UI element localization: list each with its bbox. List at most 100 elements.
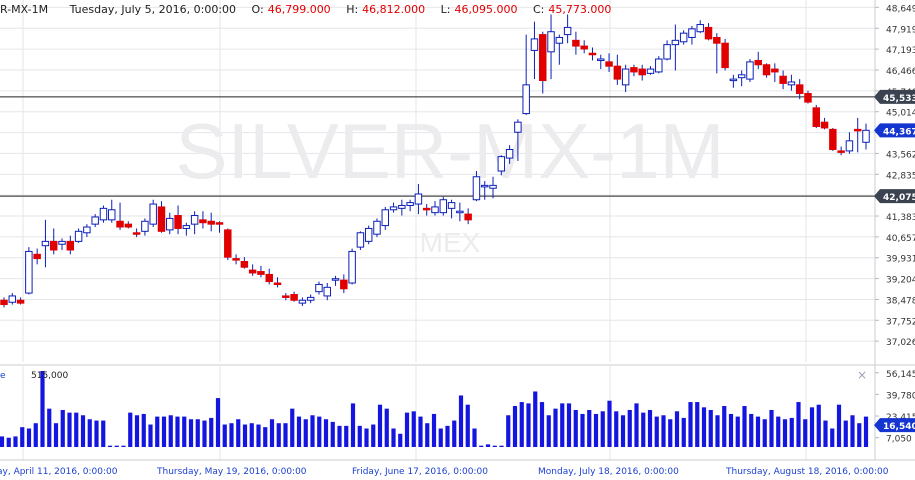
volume-bar <box>519 402 524 447</box>
candle <box>787 74 796 91</box>
candle <box>547 14 555 80</box>
volume-bar <box>6 437 11 447</box>
volume-panel-label: e <box>0 371 6 381</box>
volume-bar <box>161 416 167 447</box>
volume-bar <box>526 403 531 447</box>
close-icon[interactable]: × <box>857 368 868 382</box>
price-tick-label: 40,657 <box>886 234 915 244</box>
volume-bar <box>188 419 194 447</box>
volume-bar <box>452 420 457 447</box>
volume-bar <box>40 370 45 447</box>
candle-body-down <box>240 260 249 268</box>
candle <box>290 291 298 302</box>
candle-body-up <box>621 68 630 86</box>
volume-bar <box>539 402 545 447</box>
date-tick-label: ay, April 11, 2016, 0:00:00 <box>0 467 118 477</box>
candle <box>737 70 746 87</box>
candle-body-up <box>8 295 17 303</box>
candle-body-up <box>25 250 33 294</box>
volume-bar <box>735 416 740 447</box>
price-tick-label: 46,466 <box>886 67 915 77</box>
candle-body-down <box>224 229 232 258</box>
volume-bar <box>647 409 653 447</box>
volume-bar <box>87 419 92 447</box>
volume-bar <box>620 415 626 447</box>
volume-bar <box>296 416 302 447</box>
price-tick-label: 37,752 <box>886 317 915 327</box>
candle <box>530 21 539 80</box>
volume-badge <box>874 418 915 433</box>
candle-body-up <box>480 184 489 188</box>
volume-bar <box>553 408 558 447</box>
volume-bar <box>236 419 241 447</box>
candle-body-up <box>671 39 680 46</box>
candle-body-up <box>99 207 108 221</box>
volume-bar <box>283 423 288 447</box>
candle-body-down <box>721 42 729 69</box>
candle <box>190 211 199 235</box>
date-axis: ay, April 11, 2016, 0:00:00 Thursday, May… <box>0 467 889 477</box>
candle <box>555 34 564 65</box>
candle-body-down <box>207 220 215 225</box>
candle-body-down <box>232 258 240 261</box>
candle <box>829 127 837 151</box>
candle-body-up <box>489 184 497 189</box>
candle-body-down <box>290 294 298 301</box>
price-tick-label: 48,649 <box>886 4 915 14</box>
candle-body-down <box>588 52 597 56</box>
candle <box>91 214 99 228</box>
candle <box>489 176 497 199</box>
volume-bar <box>134 415 140 447</box>
candle <box>49 228 58 255</box>
candle <box>663 40 671 61</box>
candle-body-down <box>422 207 431 211</box>
volume-bar <box>53 423 59 447</box>
candle <box>862 123 870 150</box>
volume-bar <box>600 411 605 447</box>
candle-body-down <box>754 59 762 66</box>
volume-bar <box>330 421 335 447</box>
candle-body-up <box>597 58 605 62</box>
candle-body-down <box>248 269 257 274</box>
candle <box>688 25 696 45</box>
grid-lines <box>0 0 915 461</box>
volume-bar <box>148 424 153 447</box>
candle-body-up <box>323 286 331 297</box>
candle <box>845 132 854 154</box>
volume-bar <box>627 409 632 447</box>
candle-body-up <box>149 203 157 225</box>
volume-bar <box>479 445 484 447</box>
price-tick-label: 43,562 <box>886 150 915 160</box>
candle <box>207 212 215 232</box>
candle <box>630 64 638 77</box>
candle <box>373 218 381 238</box>
candle <box>248 264 257 276</box>
candles <box>0 14 870 308</box>
candle-body-up <box>182 225 191 229</box>
candle <box>348 248 356 285</box>
volume-bar <box>580 413 585 447</box>
candle-body-up <box>74 230 83 242</box>
candle <box>539 31 547 94</box>
volume-bar <box>573 409 578 447</box>
candle <box>580 40 588 54</box>
volume-bar <box>742 406 747 447</box>
candle <box>232 254 240 265</box>
volume-bar <box>762 419 767 447</box>
candle-body-down <box>124 223 133 228</box>
candle-body-down <box>33 253 41 260</box>
volume-bar <box>175 416 180 447</box>
volume-bar <box>674 411 680 447</box>
candle-body-up <box>364 227 373 242</box>
volume-bar <box>789 417 794 447</box>
volume-bar <box>209 417 214 447</box>
candle <box>406 199 414 212</box>
volume-bar <box>796 402 801 447</box>
volume-bar <box>377 404 383 447</box>
candle <box>837 146 845 156</box>
price-tick-label: 38,478 <box>886 296 915 306</box>
volume-bar <box>823 420 828 447</box>
candle-body-up <box>298 299 307 304</box>
candle <box>447 199 456 219</box>
